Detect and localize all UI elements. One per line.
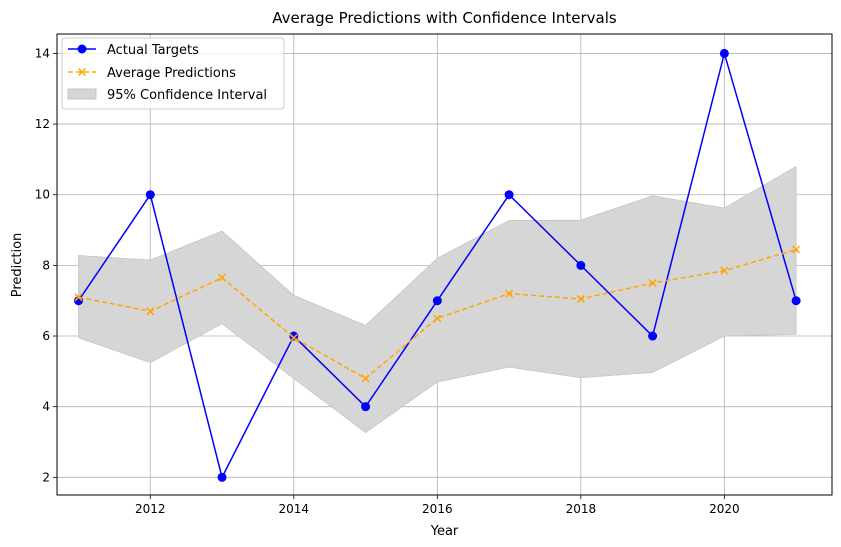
- legend: Actual Targets Average Predictions 95% C…: [61, 37, 285, 110]
- legend-label-average-predictions: Average Predictions: [107, 66, 236, 81]
- x-tick-label: 2012: [135, 502, 166, 516]
- data-point-average-predictions: [218, 273, 227, 282]
- data-point-actual-targets: [145, 190, 155, 200]
- y-tick-label: 4: [42, 400, 50, 414]
- x-tick-label: 2016: [422, 502, 453, 516]
- legend-swatch-average-marker: [77, 67, 87, 77]
- legend-label-confidence-interval: 95% Confidence Interval: [107, 88, 267, 103]
- series-average-predictions: [74, 245, 801, 383]
- data-point-actual-targets: [576, 260, 586, 270]
- y-tick-label: 8: [42, 258, 50, 272]
- data-point-average-predictions: [433, 314, 442, 323]
- data-point-actual-targets: [648, 331, 658, 341]
- y-axis-ticks: 2 4 6 8 10 12 14: [35, 46, 57, 484]
- x-tick-label: 2018: [566, 502, 597, 516]
- y-tick-label: 2: [42, 470, 50, 484]
- data-point-average-predictions: [576, 294, 585, 303]
- legend-swatch-actual-marker: [77, 44, 87, 54]
- data-point-actual-targets: [791, 296, 801, 306]
- data-point-average-predictions: [720, 266, 729, 275]
- x-tick-label: 2014: [279, 502, 310, 516]
- data-point-average-predictions: [74, 293, 83, 302]
- y-tick-label: 14: [35, 46, 50, 60]
- data-point-actual-targets: [432, 296, 442, 306]
- x-tick-label: 2020: [709, 502, 740, 516]
- data-point-average-predictions: [146, 307, 155, 316]
- data-point-actual-targets: [719, 48, 729, 58]
- x-axis-ticks: 2012 2014 2016 2018 2020: [135, 495, 740, 516]
- data-point-actual-targets: [504, 190, 514, 200]
- data-point-actual-targets: [217, 472, 227, 482]
- legend-label-actual-targets: Actual Targets: [107, 43, 199, 58]
- legend-entry-average-predictions: Average Predictions: [68, 66, 236, 81]
- series-layer: [74, 48, 801, 482]
- y-tick-label: 6: [42, 329, 50, 343]
- legend-entry-actual-targets: Actual Targets: [68, 43, 199, 58]
- data-point-average-predictions: [648, 279, 657, 288]
- series-actual-targets: [74, 48, 801, 482]
- legend-swatch-confidence-band: [67, 88, 97, 100]
- data-point-average-predictions: [792, 245, 801, 254]
- data-point-average-predictions: [505, 289, 514, 298]
- plot-frame: [56, 33, 833, 496]
- series-line-average-predictions: [78, 248, 797, 380]
- y-tick-label: 12: [35, 117, 50, 131]
- data-point-average-predictions: [361, 374, 370, 383]
- y-axis-label: Prediction: [10, 233, 25, 298]
- legend-entry-confidence-interval: 95% Confidence Interval: [67, 88, 267, 103]
- x-axis-label: Year: [430, 524, 459, 539]
- y-tick-label: 10: [35, 188, 50, 202]
- data-point-average-predictions: [289, 333, 298, 342]
- chart-title: Average Predictions with Confidence Inte…: [272, 9, 617, 27]
- data-point-actual-targets: [361, 402, 371, 412]
- legend-box: [61, 37, 285, 110]
